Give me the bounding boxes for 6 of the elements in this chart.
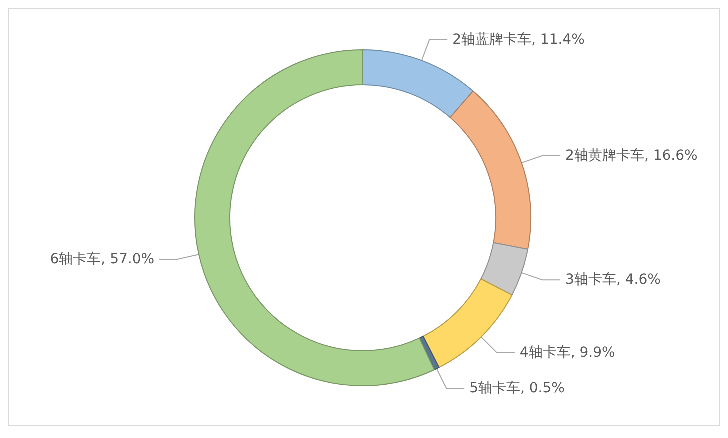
slice-label: 3轴卡车, 4.6% <box>566 272 661 288</box>
slice-label: 6轴卡车, 57.0% <box>50 251 155 268</box>
slice-label: 4轴卡车, 9.9% <box>520 344 616 361</box>
slice-label: 2轴蓝牌卡车, 11.4% <box>452 32 585 48</box>
slice-label: 2轴黄牌卡车, 16.6% <box>566 148 698 164</box>
slice-label: 5轴卡车, 0.5% <box>470 380 565 397</box>
